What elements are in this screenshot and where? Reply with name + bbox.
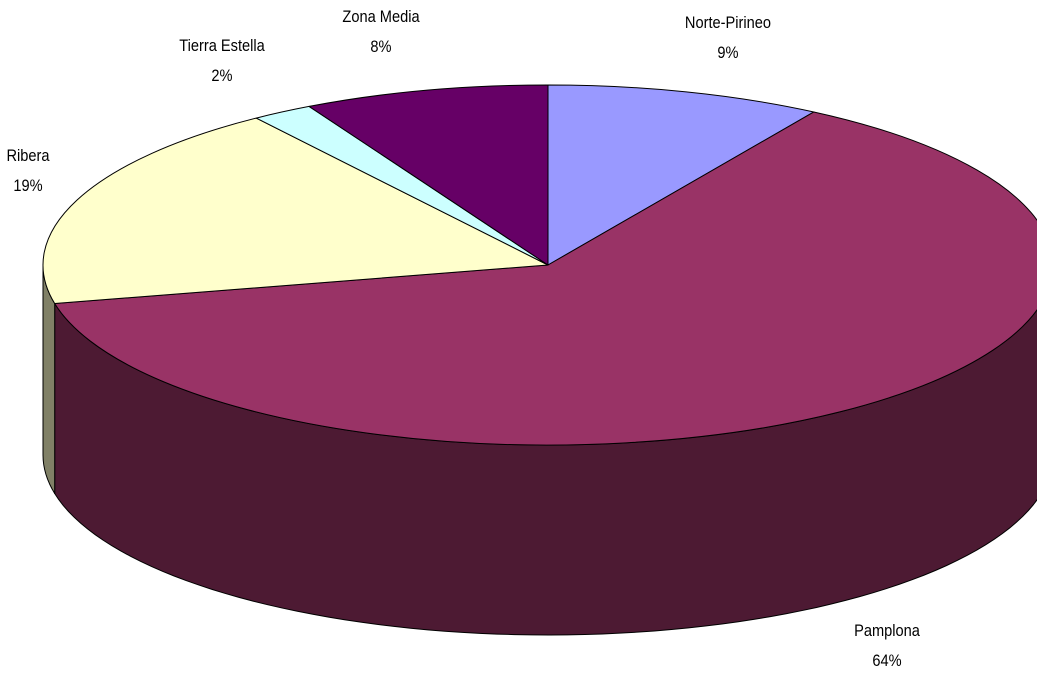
slice-label-ribera: Ribera 19% bbox=[3, 141, 53, 201]
slice-label-name: Pamplona bbox=[854, 621, 920, 640]
slice-label-zona-media: Zona Media 8% bbox=[336, 2, 426, 62]
slice-label-percent: 19% bbox=[13, 176, 43, 195]
slice-label-pamplona: Pamplona 64% bbox=[849, 616, 926, 676]
slice-label-name: Tierra Estella bbox=[179, 36, 265, 55]
pie-slice-ribera bbox=[42, 117, 549, 305]
slice-label-percent: 8% bbox=[370, 37, 392, 56]
slice-label-name: Ribera bbox=[6, 146, 50, 165]
slice-label-percent: 64% bbox=[872, 651, 902, 670]
slice-label-name: Norte-Pirineo bbox=[684, 13, 772, 32]
slice-label-norte-pirineo: Norte-Pirineo 9% bbox=[678, 8, 778, 68]
slice-label-percent: 2% bbox=[211, 66, 233, 85]
pie-slice-zona-media bbox=[308, 84, 549, 266]
slice-label-percent: 9% bbox=[717, 43, 739, 62]
slice-label-name: Zona Media bbox=[342, 7, 420, 26]
slice-label-tierra-estella: Tierra Estella 2% bbox=[172, 31, 272, 91]
pie-slice-norte-pirineo bbox=[547, 84, 815, 266]
pie-slice-pamplona bbox=[54, 111, 1037, 446]
